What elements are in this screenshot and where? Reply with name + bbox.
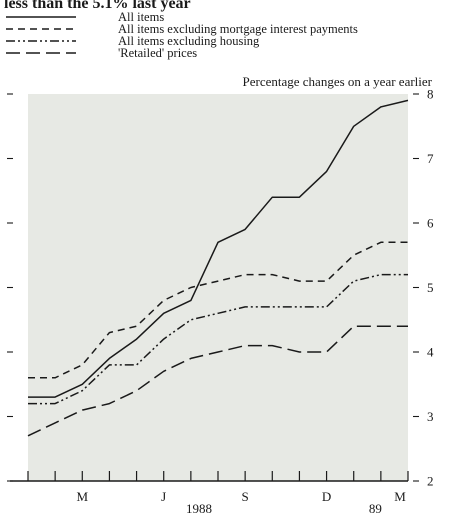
x-group-label: 89 — [369, 501, 382, 516]
y-tick-label: 4 — [427, 345, 434, 360]
y-tick-label: 5 — [427, 280, 434, 295]
y-tick-label: 8 — [427, 87, 434, 102]
x-tick-label: M — [77, 489, 89, 504]
legend-label: All items — [118, 10, 164, 24]
y-tick-label: 3 — [427, 409, 434, 424]
x-tick-label: S — [242, 489, 249, 504]
y-tick-label: 7 — [427, 151, 434, 166]
x-tick-label: J — [161, 489, 166, 504]
series-line-4 — [27, 325, 408, 437]
series-line-2 — [28, 241, 408, 379]
axes: M J S D M 1988 89 2 3 4 5 6 7 8 — [7, 87, 434, 516]
series-line-3 — [28, 273, 408, 405]
chart-subtitle: Percentage changes on a year earlier — [243, 74, 433, 89]
legend-label: All items excluding housing — [118, 34, 260, 48]
y-tick-label: 2 — [427, 474, 434, 489]
partial-heading: less than the 5.1% last year — [4, 0, 191, 12]
x-group-label: 1988 — [186, 501, 212, 516]
legend-label: All items excluding mortgage interest pa… — [118, 22, 358, 36]
series-line-1 — [28, 99, 409, 398]
x-tick-label: D — [322, 489, 331, 504]
x-tick-label: M — [394, 489, 406, 504]
y-tick-label: 6 — [427, 216, 434, 231]
legend-label: 'Retailed' prices — [118, 46, 197, 60]
plot-area — [28, 94, 408, 481]
series-lines — [27, 99, 409, 437]
